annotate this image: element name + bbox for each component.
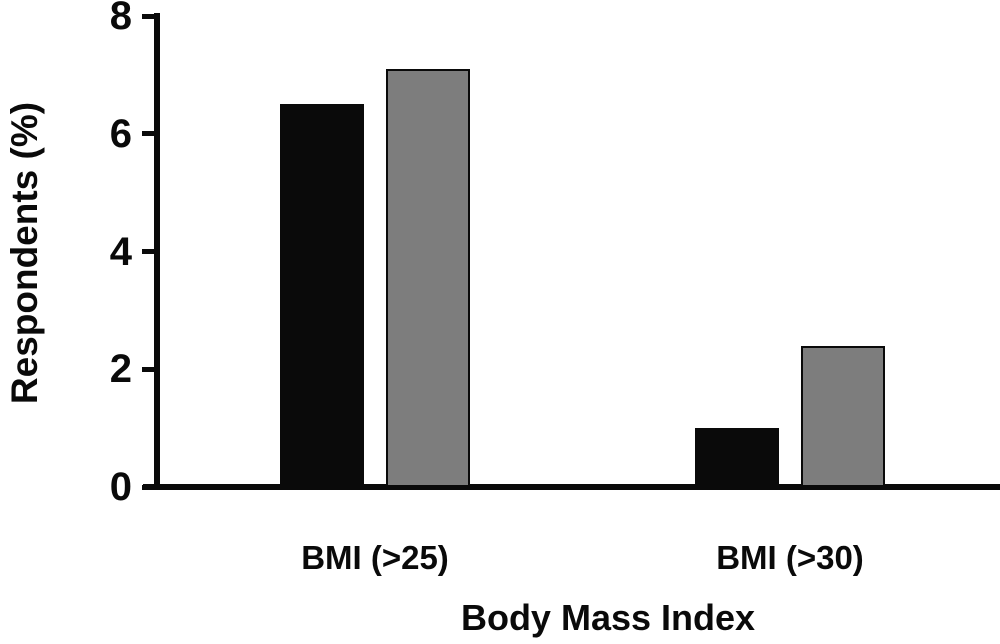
y-axis-title: Respondents (%) — [4, 101, 45, 405]
y-tick-label-8: 8 — [109, 0, 132, 38]
x-category-label-0: BMI (>25) — [301, 539, 449, 576]
y-tick-mark-8 — [142, 13, 156, 19]
y-tick-label-0: 0 — [109, 465, 132, 509]
y-axis-line — [154, 13, 160, 490]
x-category-label-1: BMI (>30) — [716, 539, 864, 576]
y-tick-mark-0 — [142, 484, 156, 490]
bar-gray-series-group-1 — [801, 345, 885, 487]
y-tick-label-2: 2 — [109, 347, 132, 392]
bar-black-series-group-1 — [695, 428, 779, 487]
y-tick-mark-2 — [142, 366, 156, 372]
y-tick-mark-6 — [142, 131, 156, 137]
y-tick-label-4: 4 — [109, 229, 132, 274]
bar-black-series-group-0 — [280, 104, 364, 487]
y-tick-label-6: 6 — [109, 111, 132, 156]
x-axis-title: Body Mass Index — [460, 597, 756, 638]
x-axis-line — [143, 484, 1000, 490]
bar-gray-series-group-0 — [386, 68, 470, 487]
y-tick-mark-4 — [142, 249, 156, 254]
